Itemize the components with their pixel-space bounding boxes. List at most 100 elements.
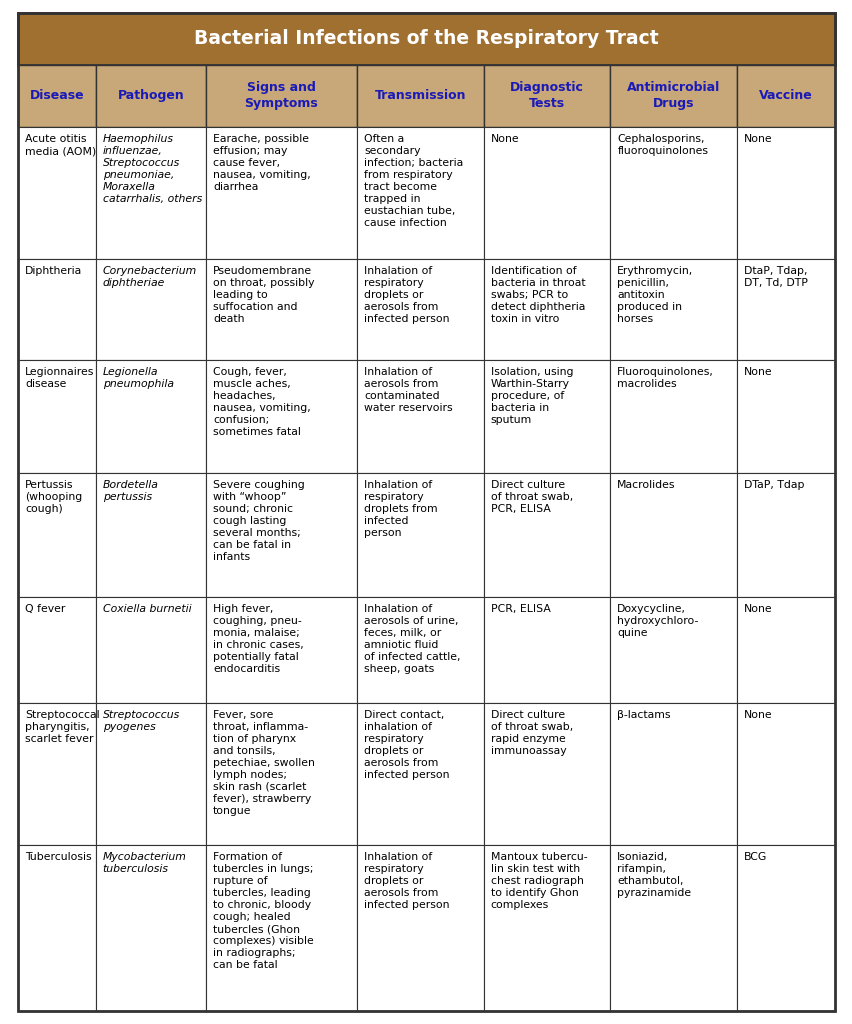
Text: Legionnaires
disease: Legionnaires disease (25, 368, 95, 389)
Text: Tuberculosis: Tuberculosis (25, 853, 91, 862)
Bar (205, 473, 357, 597)
Bar (483, 127, 610, 259)
Text: Fluoroquinolones,
macrolides: Fluoroquinolones, macrolides (617, 368, 713, 389)
Bar (357, 846, 483, 1011)
Text: Streptococcal
pharyngitis,
scarlet fever: Streptococcal pharyngitis, scarlet fever (25, 710, 100, 743)
Bar (205, 127, 357, 259)
Text: Signs and
Symptoms: Signs and Symptoms (245, 82, 318, 111)
Text: Diagnostic
Tests: Diagnostic Tests (509, 82, 584, 111)
Bar (483, 846, 610, 1011)
Bar (357, 127, 483, 259)
Bar (610, 702, 736, 846)
Text: Q fever: Q fever (25, 604, 66, 614)
Text: Inhalation of
respiratory
droplets or
aerosols from
infected person: Inhalation of respiratory droplets or ae… (364, 853, 449, 910)
Bar (357, 702, 483, 846)
Bar (95, 360, 205, 473)
Bar (736, 702, 834, 846)
Bar (205, 846, 357, 1011)
Text: Pseudomembrane
on throat, possibly
leading to
suffocation and
death: Pseudomembrane on throat, possibly leadi… (213, 265, 314, 324)
Bar (610, 473, 736, 597)
Text: None: None (743, 604, 772, 614)
Bar (736, 597, 834, 702)
Text: Isolation, using
Warthin-Starry
procedure, of
bacteria in
sputum: Isolation, using Warthin-Starry procedur… (490, 368, 573, 425)
Bar (18, 65, 95, 127)
Text: Pertussis
(whooping
cough): Pertussis (whooping cough) (25, 480, 82, 514)
Text: Antimicrobial
Drugs: Antimicrobial Drugs (626, 82, 719, 111)
Text: Isoniazid,
rifampin,
ethambutol,
pyrazinamide: Isoniazid, rifampin, ethambutol, pyrazin… (617, 853, 691, 898)
Text: Streptococcus
pyogenes: Streptococcus pyogenes (102, 710, 180, 731)
Text: None: None (743, 710, 772, 720)
Text: Mycobacterium
tuberculosis: Mycobacterium tuberculosis (102, 853, 187, 874)
Text: Severe coughing
with “whoop”
sound; chronic
cough lasting
several months;
can be: Severe coughing with “whoop” sound; chro… (213, 480, 304, 562)
Text: Corynebacterium
diphtheriae: Corynebacterium diphtheriae (102, 265, 197, 288)
Bar (18, 360, 95, 473)
Bar (483, 597, 610, 702)
Bar (18, 127, 95, 259)
Bar (736, 846, 834, 1011)
Bar (483, 360, 610, 473)
Bar (357, 259, 483, 360)
Text: Doxycycline,
hydroxychloro-
quine: Doxycycline, hydroxychloro- quine (617, 604, 698, 638)
Bar (483, 473, 610, 597)
Bar (357, 473, 483, 597)
Text: Legionella
pneumophila: Legionella pneumophila (102, 368, 174, 389)
Text: Pathogen: Pathogen (118, 89, 184, 102)
Text: Macrolides: Macrolides (617, 480, 675, 490)
Text: Inhalation of
aerosols of urine,
feces, milk, or
amniotic fluid
of infected catt: Inhalation of aerosols of urine, feces, … (364, 604, 460, 674)
Bar (18, 597, 95, 702)
Text: Mantoux tubercu-
lin skin test with
chest radiograph
to identify Ghon
complexes: Mantoux tubercu- lin skin test with ches… (490, 853, 587, 910)
Text: β-lactams: β-lactams (617, 710, 670, 720)
Bar (95, 846, 205, 1011)
Text: Inhalation of
respiratory
droplets or
aerosols from
infected person: Inhalation of respiratory droplets or ae… (364, 265, 449, 324)
Bar (95, 127, 205, 259)
Bar (736, 127, 834, 259)
Bar (610, 360, 736, 473)
Text: Disease: Disease (30, 89, 84, 102)
Text: Inhalation of
respiratory
droplets from
infected
person: Inhalation of respiratory droplets from … (364, 480, 437, 538)
Bar (736, 473, 834, 597)
Text: Haemophilus
influenzae,
Streptococcus
pneumoniae,
Moraxella
catarrhalis, others: Haemophilus influenzae, Streptococcus pn… (102, 134, 202, 204)
Bar (610, 259, 736, 360)
Bar (483, 259, 610, 360)
Text: DTaP, Tdap: DTaP, Tdap (743, 480, 803, 490)
Bar (205, 259, 357, 360)
Bar (205, 702, 357, 846)
Text: Coxiella burnetii: Coxiella burnetii (102, 604, 191, 614)
Text: Acute otitis
media (AOM): Acute otitis media (AOM) (25, 134, 96, 156)
Text: Inhalation of
aerosols from
contaminated
water reservoirs: Inhalation of aerosols from contaminated… (364, 368, 452, 414)
Text: Erythromycin,
penicillin,
antitoxin
produced in
horses: Erythromycin, penicillin, antitoxin prod… (617, 265, 693, 324)
Bar (95, 473, 205, 597)
Bar (18, 259, 95, 360)
Text: Direct contact,
inhalation of
respiratory
droplets or
aerosols from
infected per: Direct contact, inhalation of respirator… (364, 710, 449, 779)
Text: Diphtheria: Diphtheria (25, 265, 82, 275)
Text: Direct culture
of throat swab,
PCR, ELISA: Direct culture of throat swab, PCR, ELIS… (490, 480, 573, 514)
Text: Bordetella
pertussis: Bordetella pertussis (102, 480, 158, 502)
Bar (95, 65, 205, 127)
Bar (95, 259, 205, 360)
Text: Direct culture
of throat swab,
rapid enzyme
immunoassay: Direct culture of throat swab, rapid enz… (490, 710, 573, 756)
Bar (205, 597, 357, 702)
Text: Fever, sore
throat, inflamma-
tion of pharynx
and tonsils,
petechiae, swollen
ly: Fever, sore throat, inflamma- tion of ph… (213, 710, 314, 815)
Text: None: None (743, 134, 772, 144)
Bar (357, 597, 483, 702)
Bar (483, 65, 610, 127)
Bar (736, 259, 834, 360)
Bar (18, 702, 95, 846)
Bar (610, 127, 736, 259)
Text: Transmission: Transmission (374, 89, 465, 102)
Text: Identification of
bacteria in throat
swabs; PCR to
detect diphtheria
toxin in vi: Identification of bacteria in throat swa… (490, 265, 584, 324)
Bar (736, 65, 834, 127)
Text: Often a
secondary
infection; bacteria
from respiratory
tract become
trapped in
e: Often a secondary infection; bacteria fr… (364, 134, 463, 228)
Text: Cough, fever,
muscle aches,
headaches,
nausea, vomiting,
confusion;
sometimes fa: Cough, fever, muscle aches, headaches, n… (213, 368, 310, 437)
Text: High fever,
coughing, pneu-
monia, malaise;
in chronic cases,
potentially fatal
: High fever, coughing, pneu- monia, malai… (213, 604, 303, 674)
Bar (205, 65, 357, 127)
Text: Vaccine: Vaccine (758, 89, 812, 102)
Bar (357, 360, 483, 473)
Text: Formation of
tubercles in lungs;
rupture of
tubercles, leading
to chronic, blood: Formation of tubercles in lungs; rupture… (213, 853, 314, 971)
Bar (95, 597, 205, 702)
Text: PCR, ELISA: PCR, ELISA (490, 604, 550, 614)
Text: None: None (743, 368, 772, 377)
Bar (357, 65, 483, 127)
Bar (736, 360, 834, 473)
Bar (95, 702, 205, 846)
